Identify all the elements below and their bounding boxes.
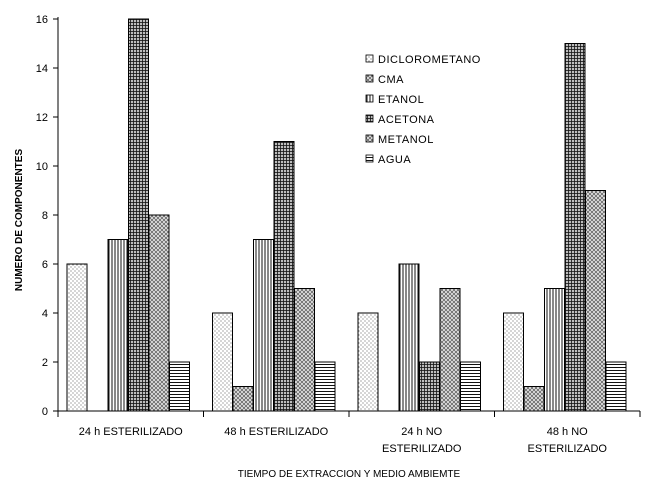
legend: DICLOROMETANO CMA ETANOL ACETONA METANOL AGUA bbox=[365, 54, 481, 166]
legend-label-diclorometano: DICLOROMETANO bbox=[378, 54, 481, 66]
bar-etanol-3 bbox=[398, 263, 420, 412]
bar-diclorometano-3 bbox=[357, 312, 379, 412]
x-category-label: ESTERILIZADO bbox=[382, 443, 462, 455]
bar-acetona-2 bbox=[273, 141, 295, 412]
legend-swatch-etanol bbox=[365, 94, 374, 103]
x-category-label: 48 h NO bbox=[547, 426, 588, 438]
y-tick-label: 6 bbox=[42, 259, 48, 271]
legend-swatch-metanol bbox=[365, 134, 374, 143]
legend-label-cma: CMA bbox=[378, 74, 404, 86]
x-axis-title: TIEMPO DE EXTRACCION Y MEDIO AMBIEMTE bbox=[238, 469, 461, 480]
y-tick-label: 14 bbox=[36, 63, 48, 75]
bar-agua-2 bbox=[314, 361, 336, 412]
bar-diclorometano-4 bbox=[503, 312, 524, 412]
bar-agua-1 bbox=[169, 361, 190, 412]
bar-metanol-4 bbox=[585, 190, 606, 412]
y-tick-label: 2 bbox=[42, 357, 48, 369]
bars-group bbox=[66, 18, 627, 412]
x-category-label: ESTERILIZADO bbox=[528, 443, 608, 455]
bar-etanol-1 bbox=[107, 239, 129, 412]
axes-group: 0 2 4 6 8 10 12 14 16 24 h ESTERILIZADO 48 h ESTER… bbox=[36, 14, 641, 455]
bar-cma-2 bbox=[232, 386, 254, 412]
legend-swatch-diclorometano bbox=[365, 54, 374, 63]
y-tick-label: 16 bbox=[36, 14, 48, 26]
bar-metanol-2 bbox=[294, 288, 315, 412]
bar-agua-3 bbox=[460, 361, 481, 412]
x-category-label: 48 h ESTERILIZADO bbox=[224, 426, 328, 438]
legend-label-metanol: METANOL bbox=[378, 134, 434, 146]
bar-acetona-1 bbox=[128, 18, 149, 412]
bar-diclorometano-1 bbox=[66, 263, 88, 412]
legend-swatch-agua bbox=[365, 154, 374, 163]
legend-swatch-acetona bbox=[365, 114, 374, 123]
y-axis-title: NUMERO DE COMPONENTES bbox=[14, 149, 25, 292]
y-tick-label: 0 bbox=[42, 406, 48, 418]
bar-etanol-2 bbox=[253, 239, 274, 412]
bar-agua-4 bbox=[605, 361, 627, 412]
legend-label-etanol: ETANOL bbox=[378, 94, 424, 106]
bar-acetona-4 bbox=[564, 43, 586, 412]
y-tick-label: 12 bbox=[36, 112, 48, 124]
y-tick-label: 4 bbox=[42, 308, 48, 320]
y-tick-label: 10 bbox=[36, 161, 48, 173]
bar-etanol-4 bbox=[544, 288, 565, 412]
bar-acetona-3 bbox=[419, 361, 440, 412]
bar-metanol-1 bbox=[148, 214, 170, 412]
x-category-label: 24 h ESTERILIZADO bbox=[79, 426, 183, 438]
bar-metanol-3 bbox=[439, 288, 461, 412]
y-tick-label: 8 bbox=[42, 210, 48, 222]
legend-swatch-cma bbox=[365, 74, 374, 83]
bar-cma-4 bbox=[523, 386, 545, 412]
x-category-label: 24 h NO bbox=[401, 426, 442, 438]
bar-diclorometano-2 bbox=[212, 312, 233, 412]
legend-label-agua: AGUA bbox=[378, 154, 411, 166]
legend-label-acetona: ACETONA bbox=[378, 114, 435, 126]
